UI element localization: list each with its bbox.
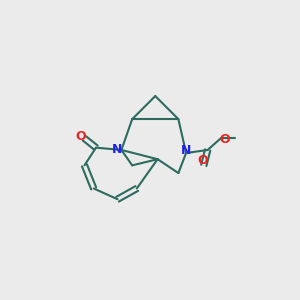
Text: O: O [75,130,86,142]
Text: O: O [219,134,230,146]
Text: N: N [181,144,191,157]
Text: O: O [198,154,208,167]
Text: N: N [112,143,122,157]
